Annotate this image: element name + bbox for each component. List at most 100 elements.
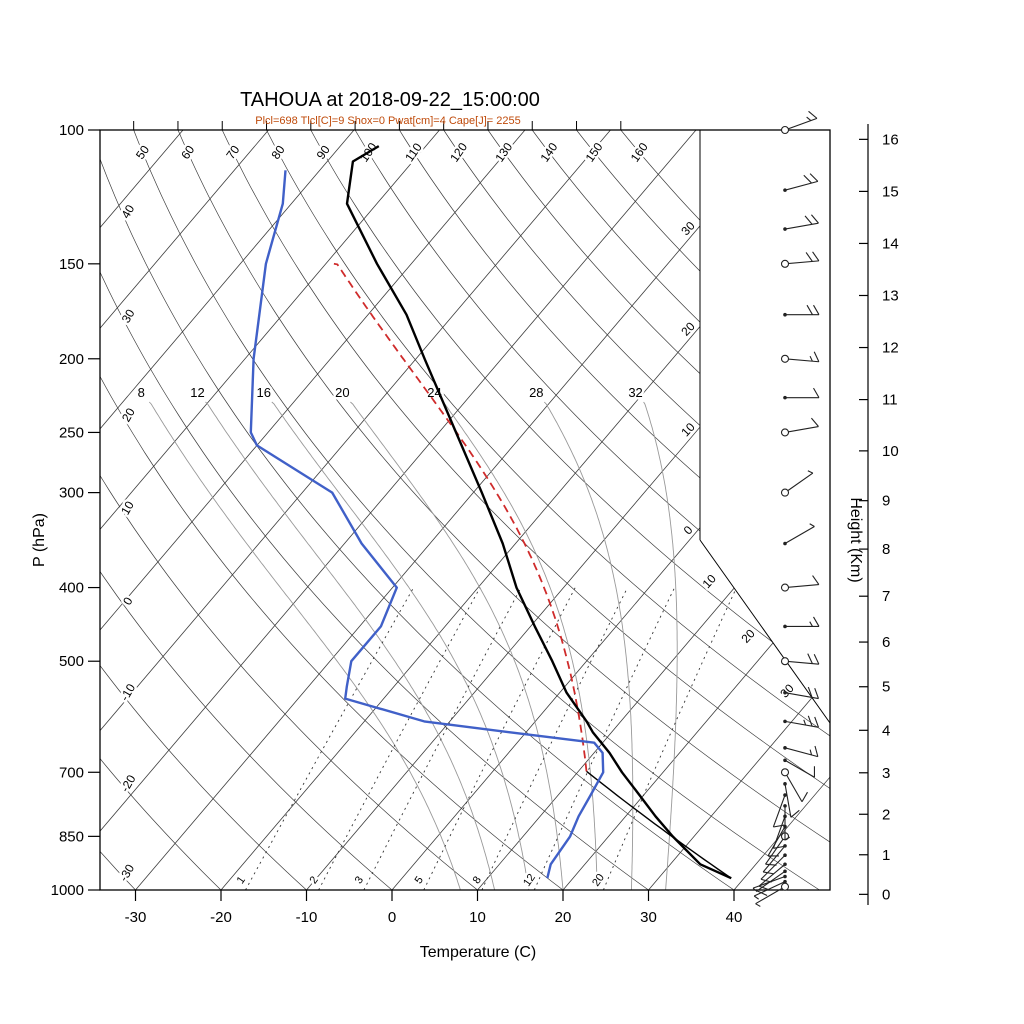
height-axis-title: Height (Km): [847, 497, 864, 582]
temperature-tick-label: -10: [296, 909, 318, 926]
station-dot: [783, 624, 787, 629]
height-tick-label: 13: [882, 287, 899, 304]
station-circle: [780, 428, 790, 437]
station-circle: [780, 583, 790, 592]
temperature-tick-label: -20: [210, 909, 232, 926]
svg-text:20: 20: [119, 405, 138, 424]
sounding-profiles: [249, 145, 732, 880]
svg-text:70: 70: [223, 143, 242, 162]
temperature-tick-label: 40: [726, 909, 743, 926]
svg-text:1: 1: [235, 874, 248, 886]
station-dot: [783, 188, 787, 192]
pressure-tick-label: 850: [59, 828, 84, 845]
station-dot: [783, 879, 787, 884]
svg-text:90: 90: [314, 143, 333, 162]
svg-text:160: 160: [628, 140, 651, 165]
svg-text:150: 150: [583, 140, 606, 165]
height-tick-label: 4: [882, 722, 890, 739]
temperature-tick-label: 20: [555, 909, 572, 926]
parcel-dry-segment: [586, 770, 732, 879]
height-tick-label: 9: [882, 493, 890, 510]
plot-layers: 50 60 70 80 90 100 110 120 130 140 150 160403020100…: [51, 110, 899, 926]
height-tick-label: 16: [882, 131, 899, 148]
svg-text:-20: -20: [118, 772, 139, 794]
wind-barbs: [752, 110, 820, 907]
svg-text:10: 10: [118, 498, 137, 517]
pressure-tick-label: 500: [59, 653, 84, 670]
svg-text:5: 5: [413, 874, 426, 886]
station-dot: [783, 804, 787, 808]
svg-text:40: 40: [119, 202, 138, 221]
temperature-tick-label: 10: [469, 909, 486, 926]
svg-text:2: 2: [308, 874, 321, 886]
pressure-tick-label: 250: [59, 424, 84, 441]
svg-text:3: 3: [353, 874, 366, 886]
svg-text:140: 140: [537, 140, 560, 165]
height-tick-label: 6: [882, 634, 890, 651]
svg-text:32: 32: [628, 385, 642, 400]
svg-text:0: 0: [120, 594, 136, 607]
station-dot: [783, 853, 787, 858]
svg-text:12: 12: [521, 872, 538, 889]
station-dot: [783, 719, 787, 724]
station-circle: [780, 125, 790, 135]
pressure-tick-label: 1000: [51, 882, 84, 899]
station-circle: [780, 259, 790, 268]
station-circle: [780, 882, 790, 891]
plot-frame: [99, 129, 831, 891]
pressure-tick-label: 400: [59, 580, 84, 597]
svg-text:20: 20: [738, 626, 758, 646]
station-dot: [783, 541, 787, 546]
parcel-path: [333, 262, 732, 879]
background-grid: [100, 130, 830, 890]
pressure-tick-label: 150: [59, 256, 84, 273]
temperature-axis-title: Temperature (C): [420, 944, 536, 961]
temperature-tick-label: 0: [388, 909, 396, 926]
chart-subtitle: Plcl=698 Tlcl[C]=9 Shox=0 Pwat[cm]=4 Cap…: [255, 115, 520, 127]
height-tick-label: 14: [882, 235, 899, 252]
pressure-axis-title: P (hPa): [31, 513, 48, 567]
station-circle: [780, 354, 790, 363]
temperature-tick-label: -30: [125, 909, 147, 926]
height-tick-label: 3: [882, 765, 890, 782]
height-tick-label: 15: [882, 183, 899, 200]
height-tick-label: 10: [882, 443, 899, 460]
height-tick-label: 11: [882, 392, 898, 409]
pressure-tick-label: 700: [59, 764, 84, 781]
svg-text:30: 30: [678, 219, 698, 239]
station-circle: [780, 657, 790, 666]
svg-text:12: 12: [190, 385, 204, 400]
height-tick-label: 12: [882, 340, 899, 357]
station-dot: [783, 690, 787, 695]
svg-text:10: 10: [678, 420, 698, 440]
svg-text:28: 28: [529, 385, 543, 400]
pressure-tick-label: 300: [59, 485, 84, 502]
station-dot: [783, 793, 787, 797]
station-dot: [783, 862, 787, 867]
grid-labels: 50 60 70 80 90 100 110 120 130 140 150 160403020100…: [114, 137, 800, 891]
pressure-tick-label: 100: [59, 122, 84, 139]
svg-text:110: 110: [402, 140, 425, 164]
height-tick-label: 1: [882, 847, 890, 864]
pressure-tick-label: 200: [59, 351, 84, 368]
dewpoint-curve: [249, 170, 605, 879]
svg-text:50: 50: [133, 143, 152, 162]
height-tick-label: 7: [882, 588, 890, 605]
chart-title: TAHOUA at 2018-09-22_15:00:00: [240, 89, 540, 111]
svg-text:20: 20: [335, 385, 349, 400]
station-circle: [780, 488, 790, 497]
svg-text:30: 30: [119, 307, 138, 326]
svg-text:-10: -10: [117, 681, 138, 703]
station-dot: [783, 312, 787, 317]
parcel-moist-ascent: [333, 262, 588, 772]
svg-text:20: 20: [678, 319, 698, 339]
svg-text:30: 30: [777, 681, 797, 701]
svg-text:80: 80: [269, 143, 288, 162]
svg-text:60: 60: [178, 143, 197, 162]
height-tick-label: 2: [882, 806, 890, 823]
station-circle: [780, 768, 790, 777]
station-dot: [783, 227, 787, 231]
station-dot: [783, 869, 787, 874]
